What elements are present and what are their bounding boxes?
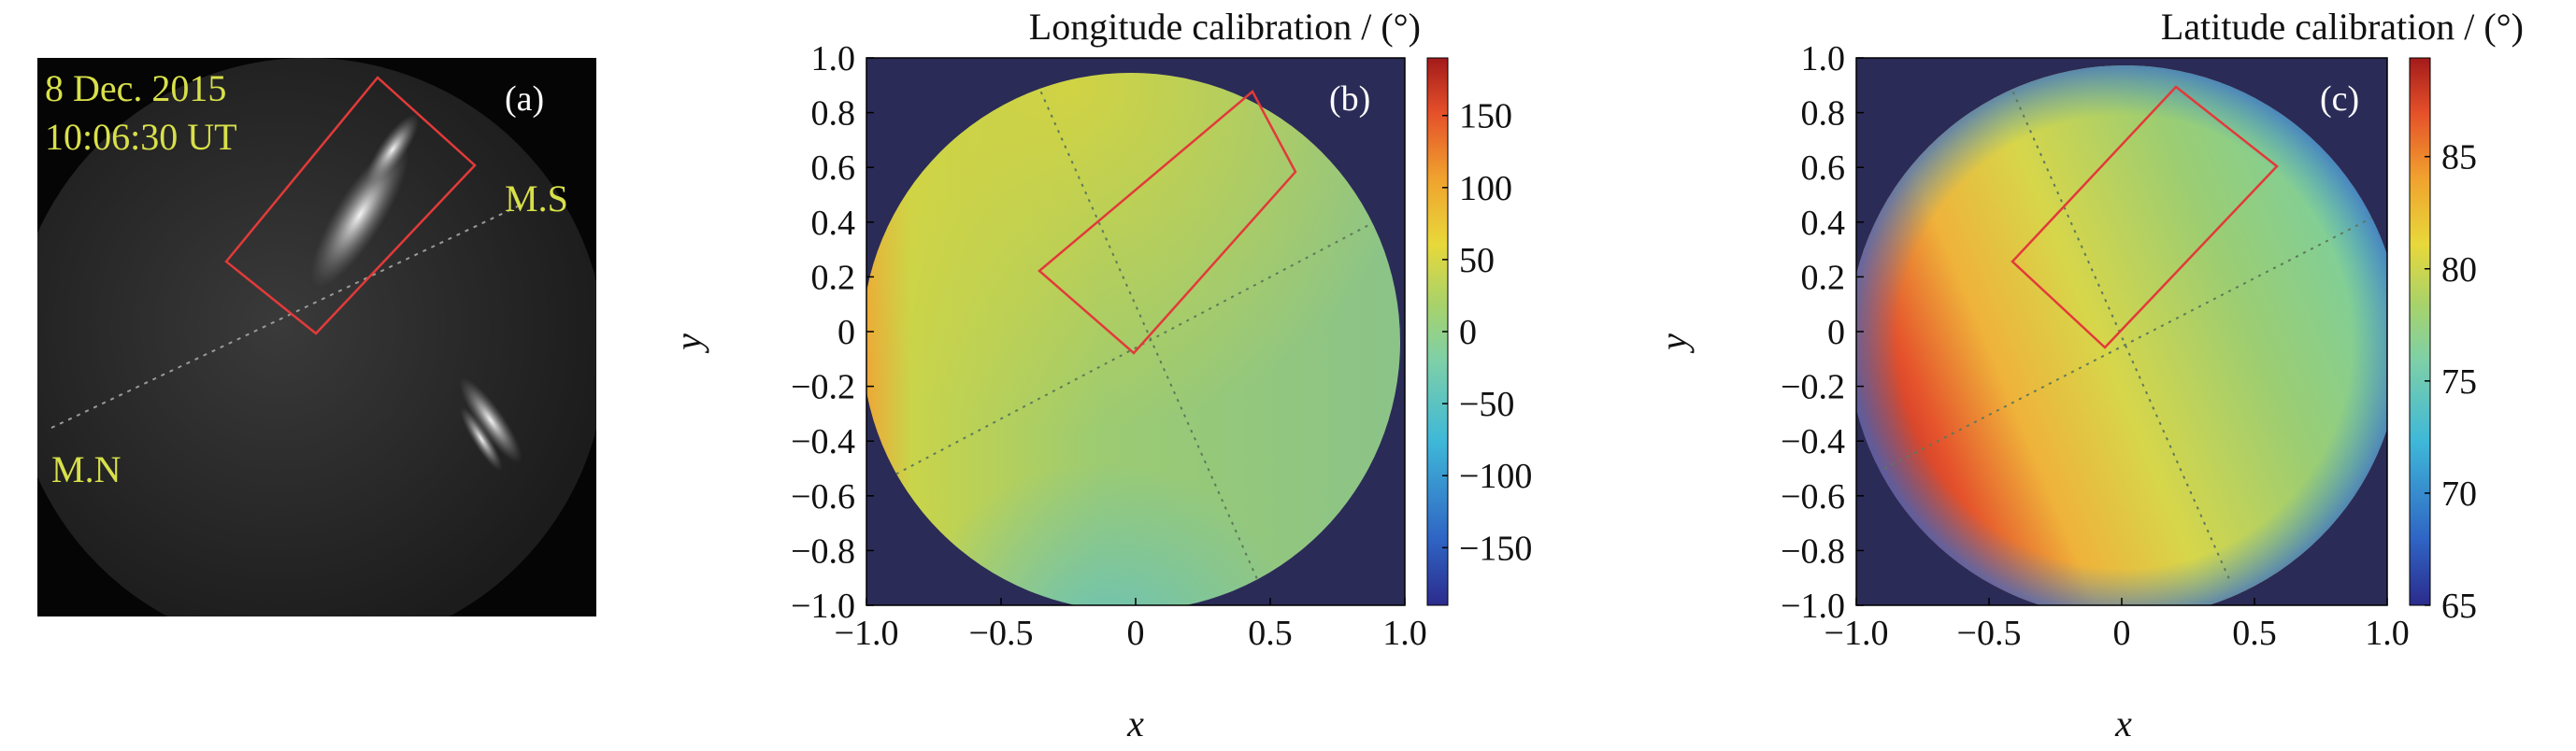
time-label: 10:06:30 UT xyxy=(45,116,237,158)
y-tick-label: 0.4 xyxy=(1801,204,1846,243)
colorbar-tick-label: −50 xyxy=(1459,385,1514,424)
colorbar-tick-label: 70 xyxy=(2441,475,2477,514)
panel-c-latitude: (c) Latitude calibration / (°) x y −1.0−… xyxy=(1653,6,2524,744)
colorbar-tick-label: −150 xyxy=(1459,529,1532,568)
chart-title-c: Latitude calibration / (°) xyxy=(2161,6,2524,48)
x-tick-label: 1.0 xyxy=(2365,614,2410,653)
aurora-arc-main xyxy=(310,142,409,288)
colorbar-tick-label: 75 xyxy=(2441,362,2477,402)
y-tick-label: −1.0 xyxy=(1781,587,1845,626)
y-tick-label: 0 xyxy=(1827,313,1845,352)
panel-label-b: (b) xyxy=(1329,79,1370,119)
y-tick-label: 0.6 xyxy=(1801,149,1846,188)
x-tick-label: 0 xyxy=(2113,614,2131,653)
y-tick-label: 1.0 xyxy=(1801,39,1846,78)
y-tick-label: −1.0 xyxy=(791,587,855,626)
y-tick-label: 0.2 xyxy=(811,258,856,297)
x-tick-label: −0.5 xyxy=(1957,614,2022,653)
y-tick-label: −0.6 xyxy=(1781,477,1845,517)
panel-a-allsky: 8 Dec. 2015 10:06:30 UT (a) M.S M.N xyxy=(37,58,596,616)
colorbar-tick-label: −100 xyxy=(1459,457,1532,496)
y-axis-label-c: y xyxy=(1653,333,1695,354)
x-tick-label: 0.5 xyxy=(2232,614,2277,653)
x-ticks-b: −1.0 −0.5 0 0.5 1.0 xyxy=(835,598,1427,653)
panel-label-a: (a) xyxy=(505,79,544,119)
colorbar-tick-label: 80 xyxy=(2441,250,2477,290)
colorbar-ticks-c: 85 80 75 70 65 xyxy=(2425,138,2477,626)
magnetic-meridian-line xyxy=(50,203,524,429)
y-tick-label: −0.4 xyxy=(791,422,855,461)
aurora-arc-lower-2 xyxy=(460,406,503,472)
y-tick-label: 0 xyxy=(837,313,855,352)
x-ticks-c: −1.0 −0.5 0 0.5 1.0 xyxy=(1825,598,2410,653)
y-ticks-c: 1.0 0.8 0.6 0.4 0.2 0 −0.2 −0.4 −0.6 −0.8 −1.0 xyxy=(1781,39,1864,626)
colorbar-ticks-b: 150 100 50 0 −50 −100 −150 xyxy=(1442,97,1532,568)
y-tick-label: 0.4 xyxy=(811,204,856,243)
colorbar-c xyxy=(2409,57,2431,606)
field-of-view-box-b xyxy=(1038,90,1297,355)
y-tick-label: 0.8 xyxy=(811,94,856,134)
colorbar-tick-label: 0 xyxy=(1459,313,1477,352)
geo-parallel-c xyxy=(1868,216,2375,477)
date-label: 8 Dec. 2015 xyxy=(45,67,226,109)
x-axis-label-b: x xyxy=(1126,702,1144,744)
latitude-field-edge xyxy=(1856,65,2387,605)
meridian-south-label: M.S xyxy=(505,177,568,220)
allsky-disk xyxy=(37,58,596,616)
geo-parallel-b xyxy=(873,221,1375,487)
x-tick-label: −0.5 xyxy=(969,614,1034,653)
x-axis-label-c: x xyxy=(2114,702,2132,744)
y-tick-label: 1.0 xyxy=(811,39,856,78)
chart-title-b: Longitude calibration / (°) xyxy=(1029,6,1421,48)
y-tick-label: −0.2 xyxy=(1781,368,1845,407)
y-axis-label-b: y xyxy=(667,333,709,354)
y-tick-label: −0.8 xyxy=(1781,531,1845,571)
y-tick-label: −0.2 xyxy=(791,368,855,407)
meridian-north-label: M.N xyxy=(51,448,121,490)
y-tick-label: −0.6 xyxy=(791,477,855,517)
aurora-arc-lower xyxy=(459,377,522,463)
colorbar-tick-label: 85 xyxy=(2441,138,2477,177)
colorbar-tick-label: 100 xyxy=(1459,169,1512,208)
y-ticks-b: 1.0 0.8 0.6 0.4 0.2 0 −0.2 −0.4 −0.6 −0.8 −1.0 xyxy=(791,39,874,626)
aurora-arc-upper xyxy=(365,114,420,185)
colorbar-tick-label: 65 xyxy=(2441,587,2477,626)
y-tick-label: 0.8 xyxy=(1801,94,1846,134)
field-of-view-box-c xyxy=(2011,85,2279,349)
geo-meridian-b xyxy=(1037,83,1258,580)
y-tick-label: −0.8 xyxy=(791,531,855,571)
x-tick-label: 0 xyxy=(1127,614,1145,653)
y-tick-label: 0.6 xyxy=(811,149,856,188)
colorbar-tick-label: 50 xyxy=(1459,241,1495,280)
y-tick-label: 0.2 xyxy=(1801,258,1846,297)
x-tick-label: −1.0 xyxy=(1825,614,1889,653)
x-tick-label: −1.0 xyxy=(835,614,899,653)
y-tick-label: −0.4 xyxy=(1781,422,1845,461)
x-tick-label: 0.5 xyxy=(1248,614,1293,653)
panel-label-c: (c) xyxy=(2320,79,2359,119)
field-of-view-box-a xyxy=(224,76,477,335)
panel-b-longitude: (b) Longitude calibration / (°) x y −1.0… xyxy=(667,6,1532,744)
colorbar-tick-label: 150 xyxy=(1459,97,1512,136)
longitude-field-bottom xyxy=(866,73,1400,605)
x-tick-label: 1.0 xyxy=(1382,614,1427,653)
